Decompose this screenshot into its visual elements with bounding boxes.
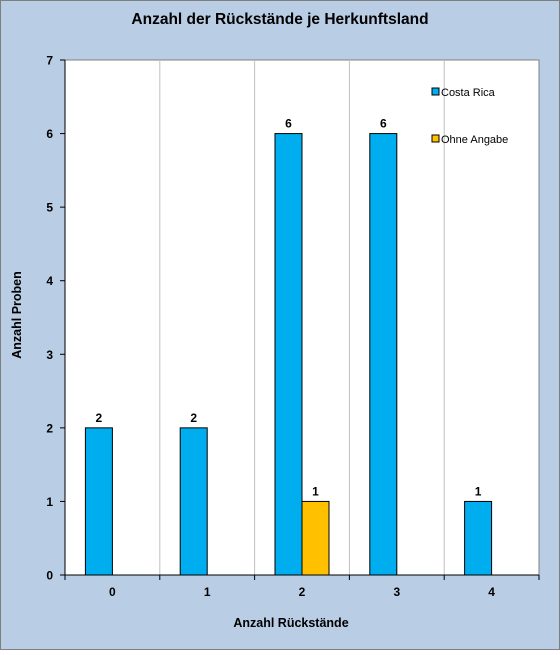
legend-swatch [431, 134, 440, 143]
y-tick-label: 3 [46, 348, 53, 362]
data-label: 1 [312, 484, 319, 498]
x-axis-label: Anzahl Rückstände [233, 616, 348, 630]
data-label: 6 [285, 117, 292, 131]
bar [464, 500, 493, 576]
x-tick-label: 1 [204, 585, 211, 599]
y-tick-label: 4 [46, 274, 53, 288]
data-label: 2 [96, 411, 103, 425]
data-label: 6 [380, 117, 387, 131]
y-axis-ticks: 0 1 2 3 4 5 6 7 [46, 54, 65, 583]
legend-swatch [431, 87, 440, 96]
x-axis-ticks: 0 1 2 3 4 [64, 575, 540, 599]
bar [301, 500, 330, 576]
x-tick-label: 2 [299, 585, 306, 599]
y-tick-label: 7 [46, 54, 53, 68]
x-tick-label: 0 [109, 585, 116, 599]
bar [84, 427, 113, 576]
bar [274, 133, 303, 576]
y-axis-label: Anzahl Proben [10, 271, 24, 359]
y-tick-label: 2 [46, 421, 53, 435]
y-tick-label: 6 [46, 127, 53, 141]
bars [84, 133, 493, 576]
y-tick-label: 1 [46, 495, 53, 509]
x-tick-label: 4 [488, 585, 495, 599]
legend: Costa Rica Ohne Angabe [431, 87, 508, 146]
x-tick-label: 3 [393, 585, 400, 599]
bar [179, 427, 208, 576]
legend-label: Costa Rica [441, 87, 496, 99]
chart-title: Anzahl der Rückstände je Herkunftsland [131, 11, 428, 28]
data-label: 1 [475, 484, 482, 498]
grid-lines [159, 60, 445, 575]
y-tick-label: 0 [46, 569, 53, 583]
data-label: 2 [190, 411, 197, 425]
bar [369, 133, 398, 576]
bar-labels: 2 2 6 1 6 1 [96, 117, 482, 499]
legend-label: Ohne Angabe [441, 134, 508, 146]
y-tick-label: 5 [46, 201, 53, 215]
